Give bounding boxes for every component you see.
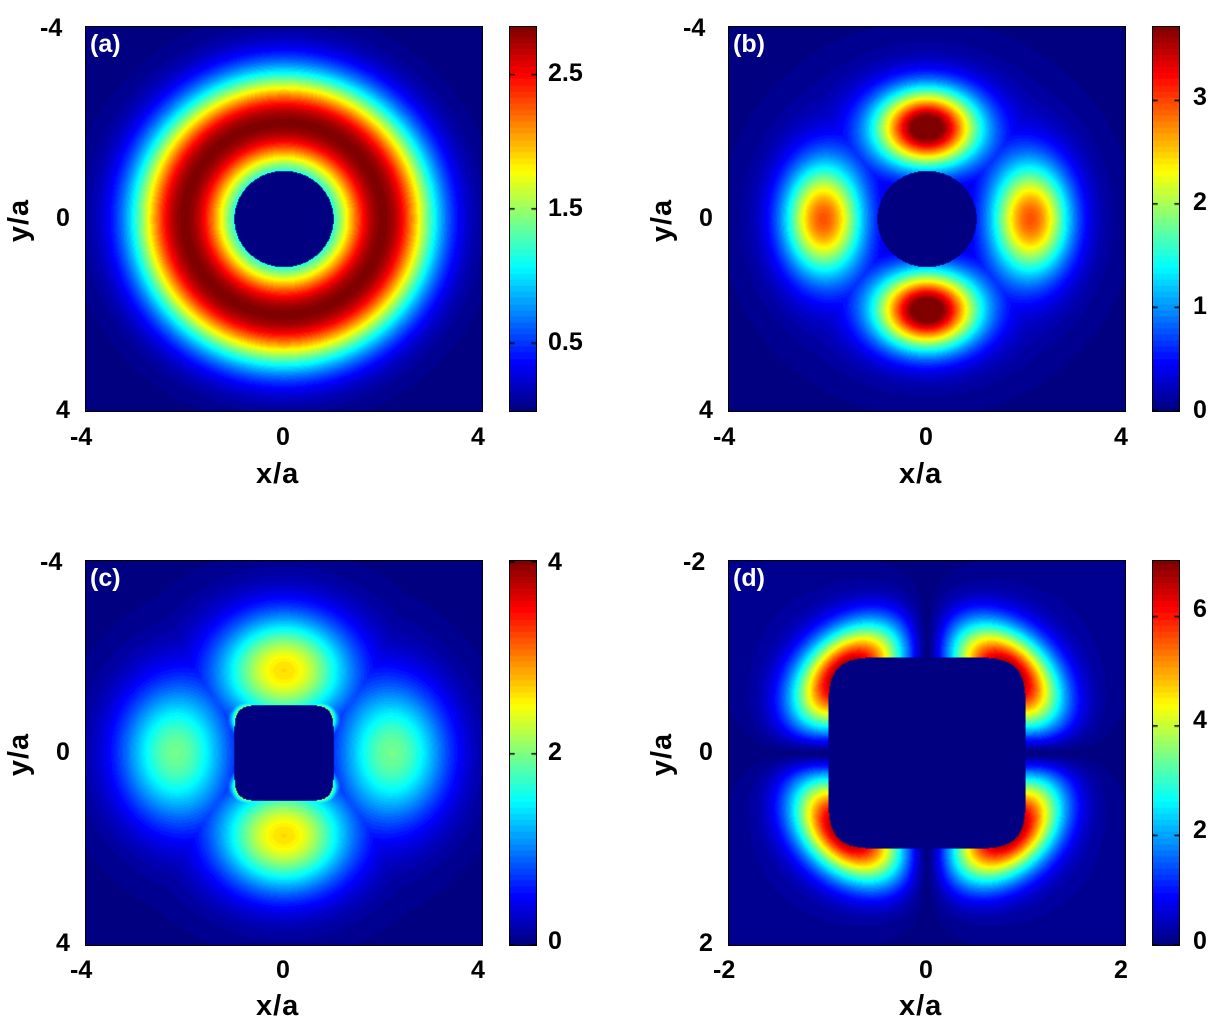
colorbar-tick: 4 bbox=[1193, 706, 1207, 734]
colorbar-tick: 0.5 bbox=[548, 328, 583, 356]
x-tick: 0 bbox=[276, 956, 290, 984]
y-tick: -2 bbox=[683, 548, 706, 576]
colorbar-canvas-d bbox=[1153, 561, 1179, 945]
heatmap-canvas-a bbox=[86, 27, 482, 411]
x-tick: -4 bbox=[713, 423, 736, 451]
colorbar-a bbox=[509, 26, 537, 412]
x-axis-label: x/a bbox=[256, 990, 300, 1022]
colorbar-tick: 2 bbox=[1193, 816, 1207, 844]
y-axis-label: y/a bbox=[3, 198, 36, 243]
y-tick: 4 bbox=[56, 929, 70, 957]
x-tick: 0 bbox=[276, 423, 290, 451]
x-tick: -2 bbox=[713, 956, 736, 984]
colorbar-tick: 2 bbox=[548, 738, 562, 766]
heatmap-a: (a) bbox=[85, 26, 483, 412]
y-tick: 4 bbox=[699, 396, 713, 424]
heatmap-canvas-d bbox=[729, 561, 1125, 945]
heatmap-d: (d) bbox=[728, 560, 1126, 946]
y-tick: -4 bbox=[40, 548, 63, 576]
y-axis-label: y/a bbox=[646, 198, 679, 243]
colorbar-canvas-a bbox=[510, 27, 536, 411]
panel-label: (a) bbox=[90, 30, 121, 58]
panel-label: (d) bbox=[733, 564, 765, 592]
colorbar-tick: 1.5 bbox=[548, 194, 583, 222]
x-axis-label: x/a bbox=[256, 458, 300, 490]
y-tick: 0 bbox=[699, 738, 713, 766]
y-tick: -4 bbox=[683, 14, 706, 42]
colorbar-d bbox=[1152, 560, 1180, 946]
colorbar-b bbox=[1152, 26, 1180, 412]
y-tick: -4 bbox=[40, 14, 63, 42]
heatmap-canvas-b bbox=[729, 27, 1125, 411]
y-tick: 4 bbox=[56, 396, 70, 424]
colorbar-canvas-c bbox=[510, 561, 536, 945]
x-tick: 4 bbox=[1114, 423, 1128, 451]
x-tick: 4 bbox=[471, 956, 485, 984]
y-tick: 0 bbox=[56, 204, 70, 232]
heatmap-c: (c) bbox=[85, 560, 483, 946]
colorbar-tick: 2 bbox=[1193, 188, 1207, 216]
y-axis-label: y/a bbox=[646, 732, 679, 777]
colorbar-tick: 0 bbox=[1193, 927, 1207, 955]
x-tick: 4 bbox=[471, 423, 485, 451]
colorbar-tick: 3 bbox=[1193, 83, 1207, 111]
x-tick: 0 bbox=[919, 956, 933, 984]
x-tick: 2 bbox=[1114, 956, 1128, 984]
colorbar-c bbox=[509, 560, 537, 946]
panel-label: (b) bbox=[733, 30, 765, 58]
colorbar-tick: 0 bbox=[548, 927, 562, 955]
colorbar-tick: 6 bbox=[1193, 595, 1207, 623]
colorbar-tick: 2.5 bbox=[548, 59, 583, 87]
y-tick: 2 bbox=[699, 929, 713, 957]
colorbar-tick: 0 bbox=[1193, 396, 1207, 424]
heatmap-b: (b) bbox=[728, 26, 1126, 412]
y-tick: 0 bbox=[699, 204, 713, 232]
y-tick: 0 bbox=[56, 738, 70, 766]
x-axis-label: x/a bbox=[899, 458, 943, 490]
x-tick: -4 bbox=[70, 423, 93, 451]
x-tick: 0 bbox=[919, 423, 933, 451]
panel-label: (c) bbox=[90, 564, 121, 592]
x-axis-label: x/a bbox=[899, 990, 943, 1022]
colorbar-tick: 1 bbox=[1193, 292, 1207, 320]
colorbar-canvas-b bbox=[1153, 27, 1179, 411]
heatmap-canvas-c bbox=[86, 561, 482, 945]
colorbar-tick: 4 bbox=[548, 548, 562, 576]
x-tick: -4 bbox=[70, 956, 93, 984]
y-axis-label: y/a bbox=[3, 732, 36, 777]
